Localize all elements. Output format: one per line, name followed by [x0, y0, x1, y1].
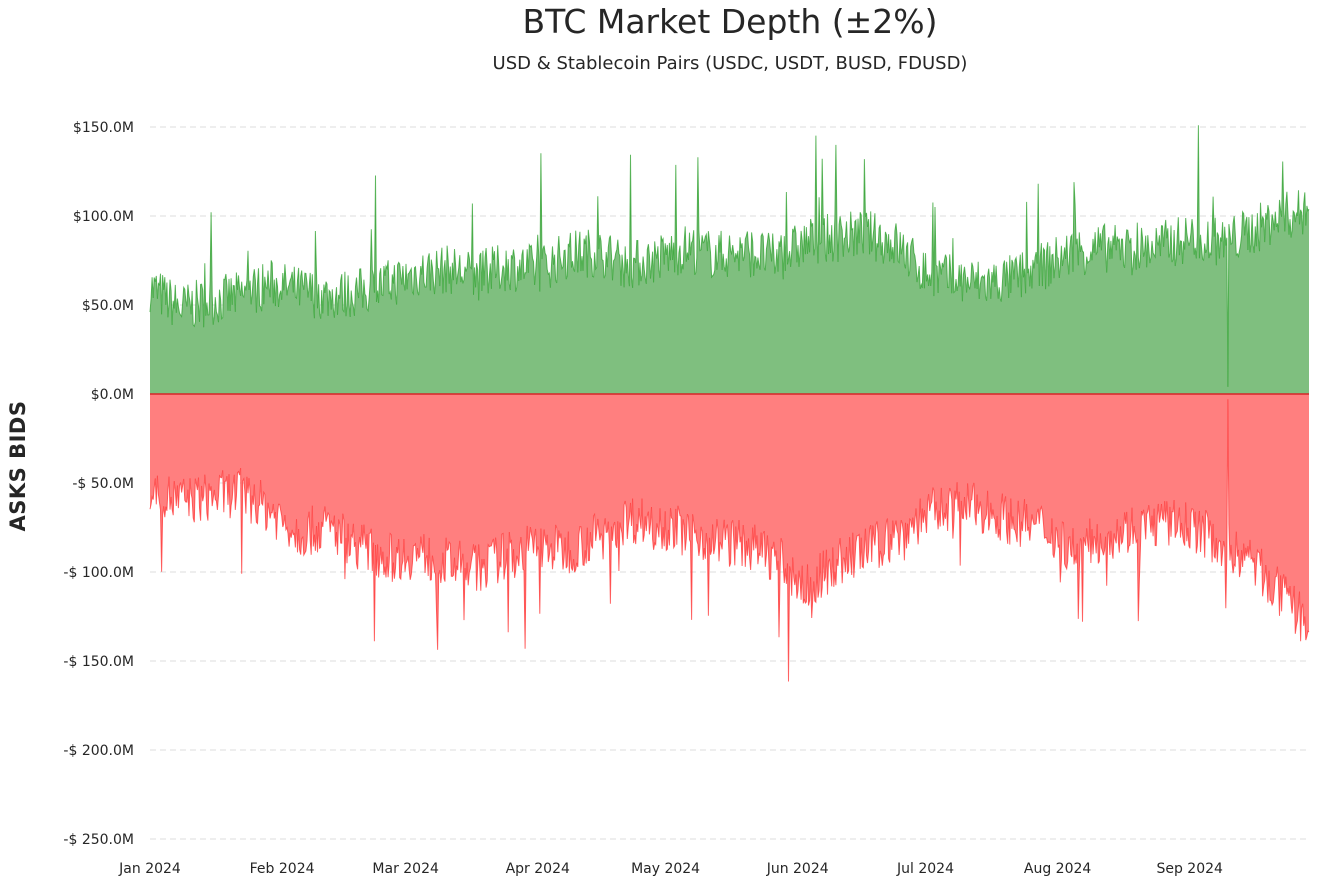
x-tick-label: Jul 2024	[896, 861, 954, 877]
x-tick-label: May 2024	[631, 861, 700, 877]
x-tick-label: Aug 2024	[1024, 861, 1092, 877]
depth-areas	[149, 125, 1310, 682]
x-tick-label: Jan 2024	[118, 861, 181, 877]
x-axis-ticks: Jan 2024 Feb 2024 Mar 2024 Apr 2024 May 2024…	[118, 861, 1223, 877]
x-tick-label: Apr 2024	[506, 861, 570, 877]
y-tick-label: $50.0M	[82, 298, 134, 314]
y-tick-label: -$ 150.0M	[63, 654, 134, 670]
y-tick-label: $0.0M	[91, 387, 134, 403]
x-tick-label: Mar 2024	[372, 861, 439, 877]
y-tick-label: -$ 50.0M	[72, 476, 134, 492]
asks-area	[150, 394, 1309, 682]
x-tick-label: Jun 2024	[766, 861, 829, 877]
asks-line	[149, 399, 1310, 682]
y-tick-label: -$ 200.0M	[63, 743, 134, 759]
bids-line	[149, 125, 1310, 387]
y-tick-label: $150.0M	[73, 120, 134, 136]
y-tick-label: -$ 100.0M	[63, 565, 134, 581]
chart-title: BTC Market Depth (±2%)	[522, 2, 938, 41]
y-tick-label: -$ 250.0M	[63, 832, 134, 848]
chart-subtitle: USD & Stablecoin Pairs (USDC, USDT, BUSD…	[492, 53, 968, 74]
y-axis-ticks: $150.0M $100.0M $50.0M $0.0M -$ 50.0M -$ 100.…	[63, 120, 134, 848]
bids-area	[150, 125, 1309, 394]
x-tick-label: Sep 2024	[1156, 861, 1223, 877]
y-tick-label: $100.0M	[73, 209, 134, 225]
x-tick-label: Feb 2024	[250, 861, 315, 877]
